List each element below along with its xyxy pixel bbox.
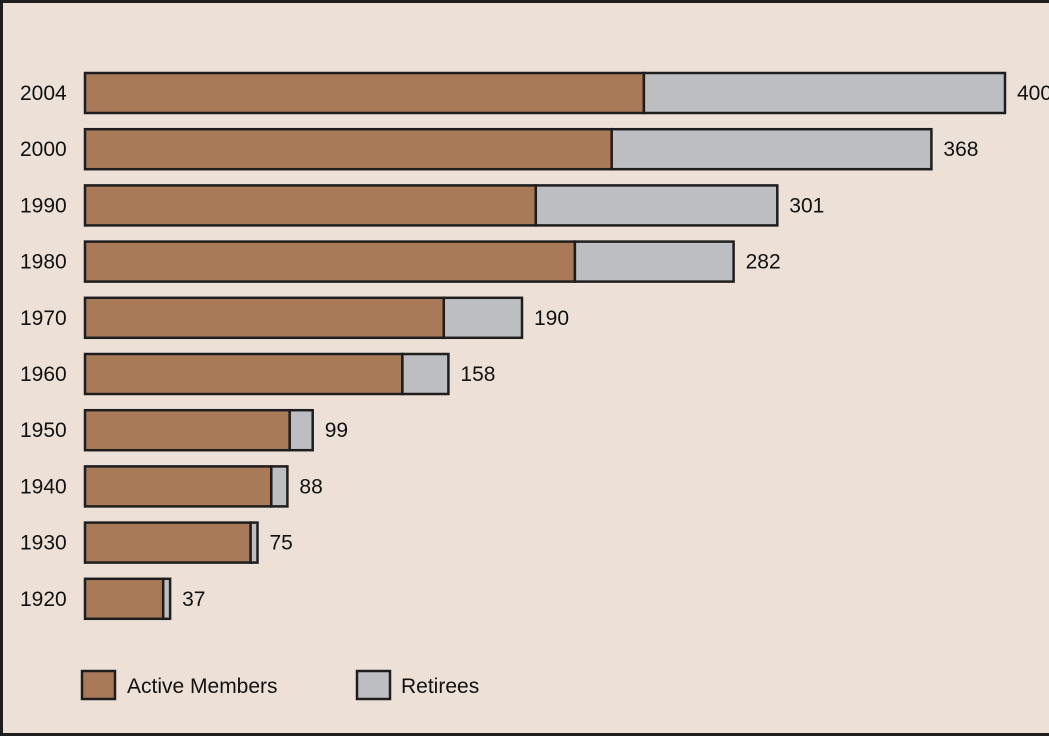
legend-swatch-active-members bbox=[80, 669, 117, 701]
tick-label-1960: 1960 bbox=[20, 363, 67, 386]
tick-label-1920: 1920 bbox=[20, 588, 67, 611]
bar-active-members-2004 bbox=[83, 71, 646, 115]
bar-retirees-1930 bbox=[249, 521, 259, 564]
legend-label-retirees: Retirees bbox=[401, 675, 479, 698]
total-label-1940: 88 bbox=[299, 475, 322, 498]
total-label-1980: 282 bbox=[746, 251, 781, 274]
bar-active-members-2000 bbox=[83, 127, 613, 171]
total-label-1970: 190 bbox=[534, 307, 569, 330]
bar-retirees-1920 bbox=[161, 577, 172, 621]
total-label-1920: 37 bbox=[182, 588, 205, 611]
bar-retirees-1960 bbox=[401, 352, 450, 396]
bar-active-members-1950 bbox=[83, 408, 291, 452]
legend-swatch-retirees bbox=[355, 669, 392, 701]
total-label-1990: 301 bbox=[789, 194, 824, 217]
bar-active-members-1920 bbox=[83, 577, 165, 621]
total-label-2000: 368 bbox=[943, 138, 978, 161]
bar-active-members-1990 bbox=[83, 184, 538, 227]
tick-label-2004: 2004 bbox=[20, 82, 67, 105]
bar-retirees-1980 bbox=[573, 240, 735, 283]
bar-retirees-1990 bbox=[534, 184, 779, 227]
bar-active-members-1930 bbox=[83, 521, 252, 564]
bar-retirees-1940 bbox=[270, 465, 289, 508]
bar-retirees-1950 bbox=[288, 408, 314, 452]
bar-retirees-2004 bbox=[642, 71, 1007, 115]
bar-active-members-1980 bbox=[83, 240, 577, 283]
total-label-1950: 99 bbox=[325, 419, 348, 442]
bar-active-members-1940 bbox=[83, 465, 273, 508]
total-label-2004: 400 bbox=[1017, 82, 1049, 105]
bar-retirees-2000 bbox=[610, 127, 933, 171]
tick-label-1930: 1930 bbox=[20, 532, 67, 555]
bars-group: 2004 400 2000 368 1990 301 1980 282 1970 190 1960 1… bbox=[20, 71, 1049, 621]
legend-label-active-members: Active Members bbox=[127, 675, 278, 698]
tick-label-1990: 1990 bbox=[20, 194, 67, 217]
bar-retirees-1970 bbox=[442, 296, 524, 340]
total-label-1960: 158 bbox=[460, 363, 495, 386]
tick-label-1950: 1950 bbox=[20, 419, 67, 442]
bar-active-members-1970 bbox=[83, 296, 446, 340]
tick-label-2000: 2000 bbox=[20, 138, 67, 161]
bar-active-members-1960 bbox=[83, 352, 404, 396]
tick-label-1940: 1940 bbox=[20, 475, 67, 498]
legend: Active Members Retirees bbox=[80, 669, 479, 701]
total-label-1930: 75 bbox=[270, 532, 293, 555]
tick-label-1970: 1970 bbox=[20, 307, 67, 330]
tick-label-1980: 1980 bbox=[20, 251, 67, 274]
